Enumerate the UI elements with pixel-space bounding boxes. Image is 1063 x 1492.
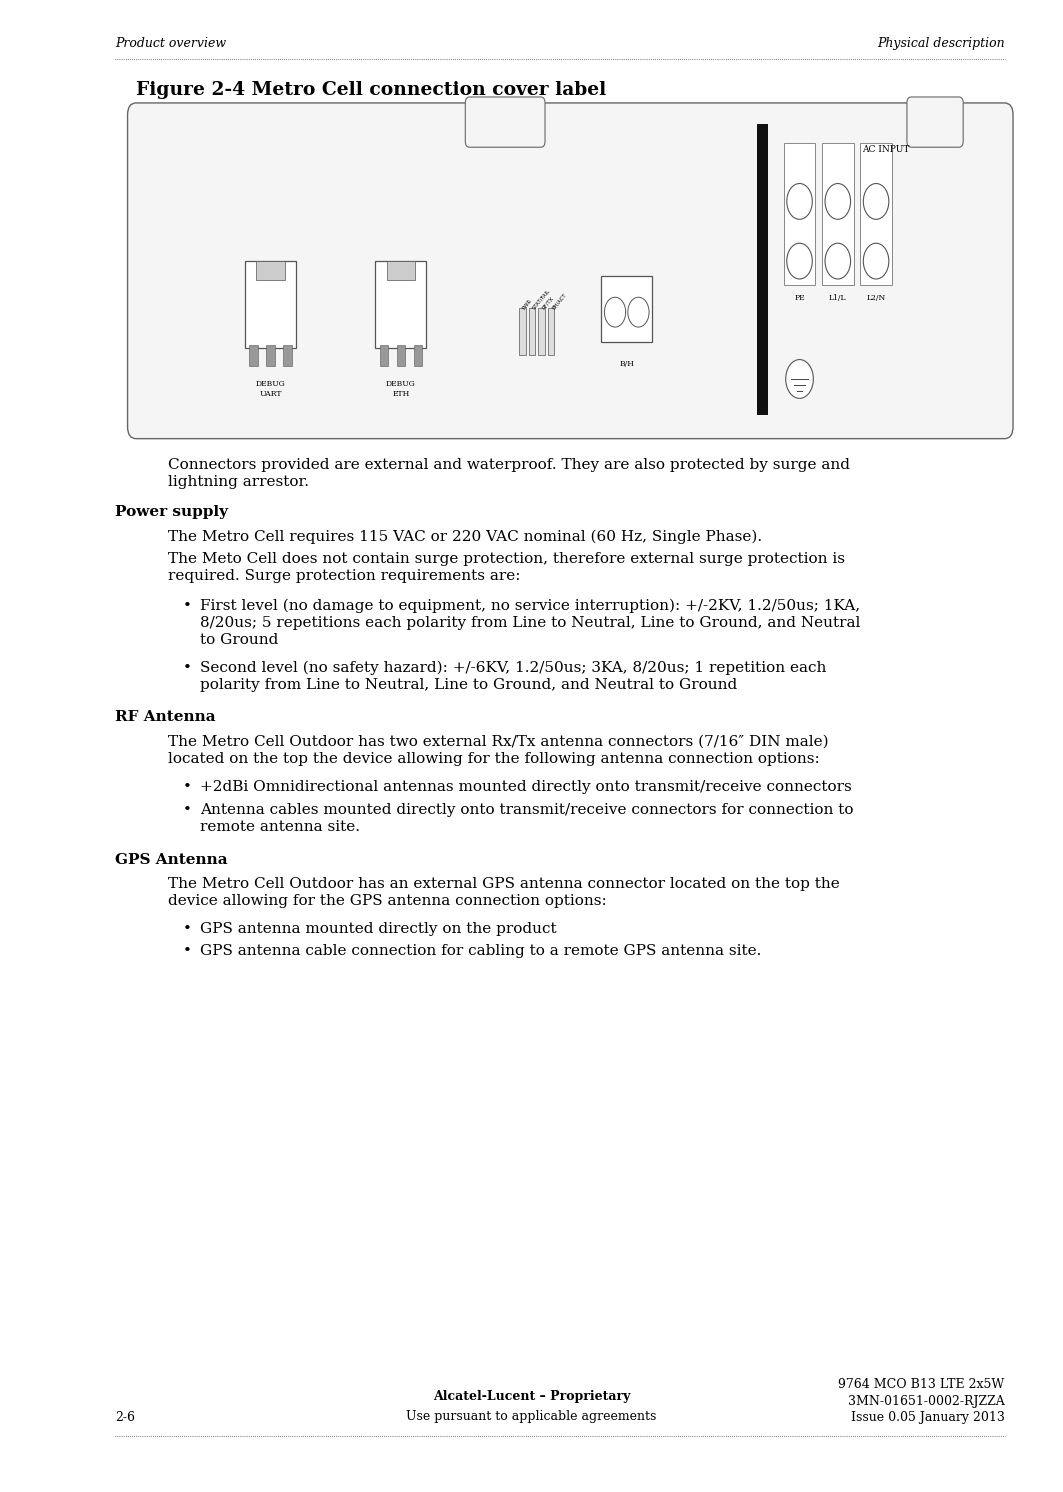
Text: DEBUG
ETH: DEBUG ETH [386, 380, 416, 398]
Circle shape [787, 184, 812, 219]
Text: STAT/FAIL: STAT/FAIL [532, 288, 552, 310]
Text: Connectors provided are external and waterproof. They are also protected by surg: Connectors provided are external and wat… [168, 458, 850, 471]
Text: •: • [183, 780, 191, 794]
Text: PE: PE [794, 294, 805, 301]
Text: Second level (no safety hazard): +/-6KV, 1.2/50us; 3KA, 8/20us; 1 repetition eac: Second level (no safety hazard): +/-6KV,… [200, 661, 826, 676]
Text: BH/ACT: BH/ACT [551, 292, 567, 310]
Circle shape [787, 243, 812, 279]
Text: RF Antenna: RF Antenna [115, 710, 216, 724]
Text: located on the top the device allowing for the following antenna connection opti: located on the top the device allowing f… [168, 752, 820, 765]
Text: Antenna cables mounted directly onto transmit/receive connectors for connection : Antenna cables mounted directly onto tra… [200, 803, 854, 816]
Bar [250, 345, 258, 366]
Text: •: • [183, 661, 191, 674]
Text: lightning arrestor.: lightning arrestor. [168, 474, 309, 489]
Bar [284, 345, 292, 366]
Bar [757, 124, 767, 415]
Text: GPS antenna cable connection for cabling to a remote GPS antenna site.: GPS antenna cable connection for cabling… [200, 944, 761, 958]
Text: AC INPUT: AC INPUT [862, 145, 910, 154]
Text: The Metro Cell requires 115 VAC or 220 VAC nominal (60 Hz, Single Phase).: The Metro Cell requires 115 VAC or 220 V… [168, 530, 762, 545]
Text: The Meto Cell does not contain surge protection, therefore external surge protec: The Meto Cell does not contain surge pro… [168, 552, 845, 565]
Text: required. Surge protection requirements are:: required. Surge protection requirements … [168, 568, 521, 583]
Text: 8/20us; 5 repetitions each polarity from Line to Neutral, Line to Ground, and Ne: 8/20us; 5 repetitions each polarity from… [200, 616, 860, 630]
Text: •: • [183, 922, 191, 935]
Bar [414, 345, 422, 366]
Text: Product overview: Product overview [115, 36, 226, 49]
FancyBboxPatch shape [128, 103, 1013, 439]
Text: L1/L: L1/L [829, 294, 846, 301]
Bar [520, 307, 526, 355]
Text: RF/TX: RF/TX [541, 295, 555, 310]
Text: Issue 0.05 January 2013: Issue 0.05 January 2013 [850, 1411, 1005, 1423]
Text: device allowing for the GPS antenna connection options:: device allowing for the GPS antenna conn… [168, 894, 607, 909]
Text: Alcatel-Lucent – Proprietary: Alcatel-Lucent – Proprietary [433, 1391, 630, 1402]
Text: Physical description: Physical description [877, 36, 1005, 49]
Circle shape [863, 184, 889, 219]
Bar [539, 307, 545, 355]
Bar [860, 143, 892, 285]
Text: 3MN-01651-0002-RJZZA: 3MN-01651-0002-RJZZA [848, 1395, 1005, 1408]
Text: +2dBi Omnidirectional antennas mounted directly onto transmit/receive connectors: +2dBi Omnidirectional antennas mounted d… [200, 780, 851, 794]
Bar [473, 112, 538, 118]
Bar [375, 261, 426, 348]
Bar [914, 112, 956, 118]
Bar [379, 345, 388, 366]
Bar [267, 345, 275, 366]
Text: Power supply: Power supply [115, 504, 227, 519]
Bar [396, 345, 405, 366]
Text: DEBUG
UART: DEBUG UART [256, 380, 286, 398]
Circle shape [605, 297, 626, 327]
Text: polarity from Line to Neutral, Line to Ground, and Neutral to Ground: polarity from Line to Neutral, Line to G… [200, 677, 737, 692]
Bar [602, 276, 653, 342]
Text: First level (no damage to equipment, no service interruption): +/-2KV, 1.2/50us;: First level (no damage to equipment, no … [200, 598, 860, 613]
Circle shape [628, 297, 649, 327]
Text: The Metro Cell Outdoor has an external GPS antenna connector located on the top : The Metro Cell Outdoor has an external G… [168, 877, 840, 891]
Bar [256, 261, 285, 280]
Text: GPS antenna mounted directly on the product: GPS antenna mounted directly on the prod… [200, 922, 556, 935]
Text: Use pursuant to applicable agreements: Use pursuant to applicable agreements [406, 1410, 657, 1423]
Circle shape [825, 184, 850, 219]
Text: •: • [183, 944, 191, 958]
Text: remote antenna site.: remote antenna site. [200, 819, 360, 834]
Text: B/H: B/H [620, 360, 635, 367]
Bar [783, 143, 815, 285]
Circle shape [825, 243, 850, 279]
FancyBboxPatch shape [466, 97, 545, 148]
Text: •: • [183, 598, 191, 613]
Text: to Ground: to Ground [200, 633, 279, 648]
Bar [822, 143, 854, 285]
Text: 2-6: 2-6 [115, 1411, 135, 1423]
Bar [529, 307, 536, 355]
FancyBboxPatch shape [907, 97, 963, 148]
Text: PWR: PWR [522, 298, 534, 310]
Bar [387, 261, 416, 280]
Bar [246, 261, 297, 348]
Text: The Metro Cell Outdoor has two external Rx/Tx antenna connectors (7/16″ DIN male: The Metro Cell Outdoor has two external … [168, 736, 828, 749]
Circle shape [786, 360, 813, 398]
Bar [549, 307, 555, 355]
Text: 9764 MCO B13 LTE 2x5W: 9764 MCO B13 LTE 2x5W [839, 1379, 1005, 1391]
Circle shape [863, 243, 889, 279]
Text: L2/N: L2/N [866, 294, 885, 301]
Text: GPS Antenna: GPS Antenna [115, 853, 227, 867]
Text: Figure 2-4 Metro Cell connection cover label: Figure 2-4 Metro Cell connection cover l… [136, 81, 606, 100]
Text: •: • [183, 803, 191, 816]
